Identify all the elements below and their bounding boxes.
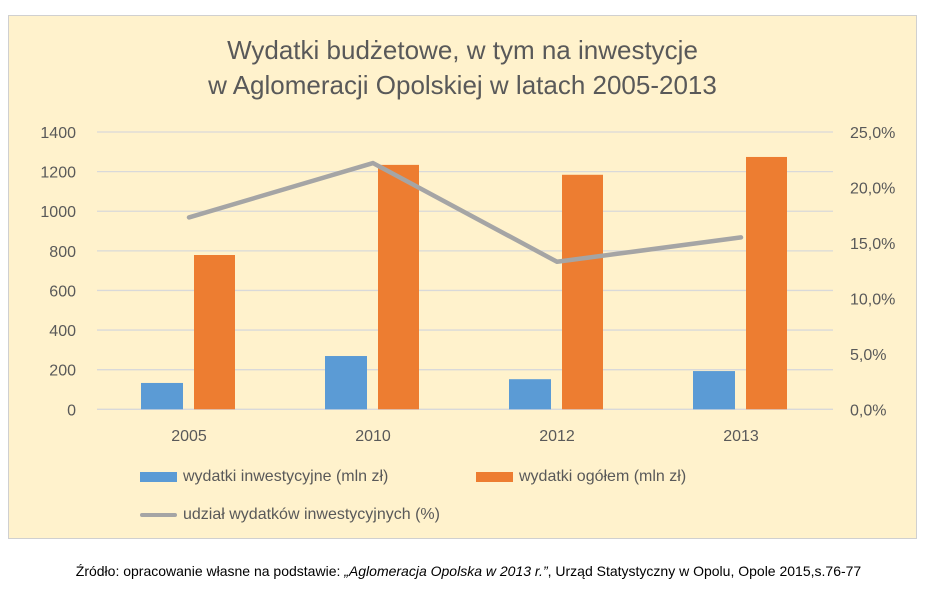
y-right-tick-label: 25,0% — [850, 125, 895, 142]
y-right-tick-label: 10,0% — [850, 291, 895, 308]
y-left-tick-label: 1400 — [40, 125, 76, 142]
legend-swatch — [476, 472, 513, 482]
title-line-2: w Aglomeracji Opolskiej w latach 2005-20… — [208, 70, 717, 100]
bar-total — [562, 174, 603, 410]
legend-item-total: wydatki ogółem (mln zł) — [476, 468, 686, 486]
x-tick-label: 2005 — [171, 428, 207, 445]
bar-investment — [693, 371, 735, 410]
y-left-tick-label: 600 — [49, 283, 76, 300]
y-right-tick-label: 0,0% — [850, 402, 886, 419]
legend-item-share: udział wydatków inwestycyjnych (%) — [140, 506, 440, 524]
y-left-tick-label: 0 — [67, 402, 76, 419]
legend-label: wydatki inwestycyjne (mln zł) — [183, 468, 389, 485]
bar-investment — [141, 382, 183, 410]
bar-total — [378, 164, 419, 410]
title-line-1: Wydatki budżetowe, w tym na inwestycje — [227, 35, 698, 65]
y-left-tick-label: 1200 — [40, 165, 76, 182]
y-right-tick-label: 5,0% — [850, 347, 886, 364]
x-tick-label: 2012 — [539, 428, 575, 445]
source-suffix: , Urząd Statystyczny w Opolu, Opole 2015… — [547, 563, 862, 579]
bar-total — [746, 156, 787, 410]
chart-title: Wydatki budżetowe, w tym na inwestycje w… — [8, 33, 917, 103]
legend-swatch — [140, 513, 177, 517]
bar-total — [194, 255, 235, 410]
legend-swatch — [140, 472, 177, 482]
source-note: Źródło: opracowanie własne na podstawie:… — [0, 563, 937, 579]
y-left-tick-label: 400 — [49, 323, 76, 340]
source-prefix: Źródło: opracowanie własne na podstawie: — [75, 563, 345, 579]
bar-investment — [509, 379, 551, 410]
y-right-tick-label: 20,0% — [850, 180, 895, 197]
source-title: „Aglomeracja Opolska w 2013 r.” — [344, 563, 548, 579]
y-left-tick-label: 200 — [49, 363, 76, 380]
bar-investment — [325, 356, 367, 410]
y-left-tick-label: 1000 — [40, 204, 76, 221]
legend-item-investment: wydatki inwestycyjne (mln zł) — [140, 468, 388, 486]
legend-label: udział wydatków inwestycyjnych (%) — [183, 506, 440, 523]
y-left-tick-label: 800 — [49, 244, 76, 261]
legend-label: wydatki ogółem (mln zł) — [519, 468, 687, 485]
y-right-tick-label: 15,0% — [850, 236, 895, 253]
x-tick-label: 2013 — [723, 428, 759, 445]
line-share — [186, 160, 744, 265]
x-tick-label: 2010 — [355, 428, 391, 445]
